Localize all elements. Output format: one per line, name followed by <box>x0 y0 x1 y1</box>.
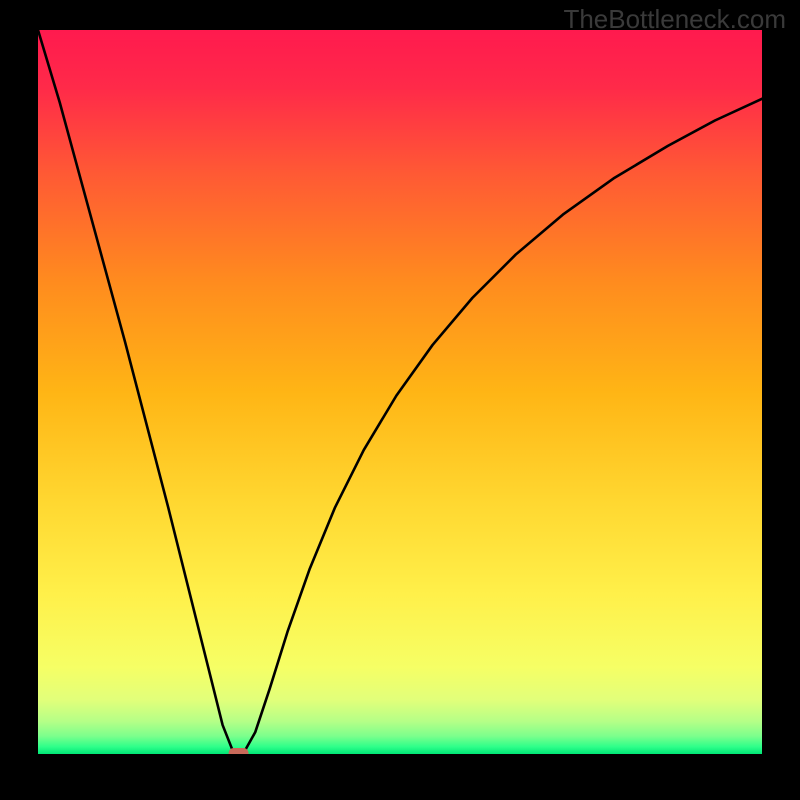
bottleneck-chart <box>0 0 800 800</box>
chart-container: TheBottleneck.com <box>0 0 800 800</box>
watermark-text: TheBottleneck.com <box>563 4 786 35</box>
